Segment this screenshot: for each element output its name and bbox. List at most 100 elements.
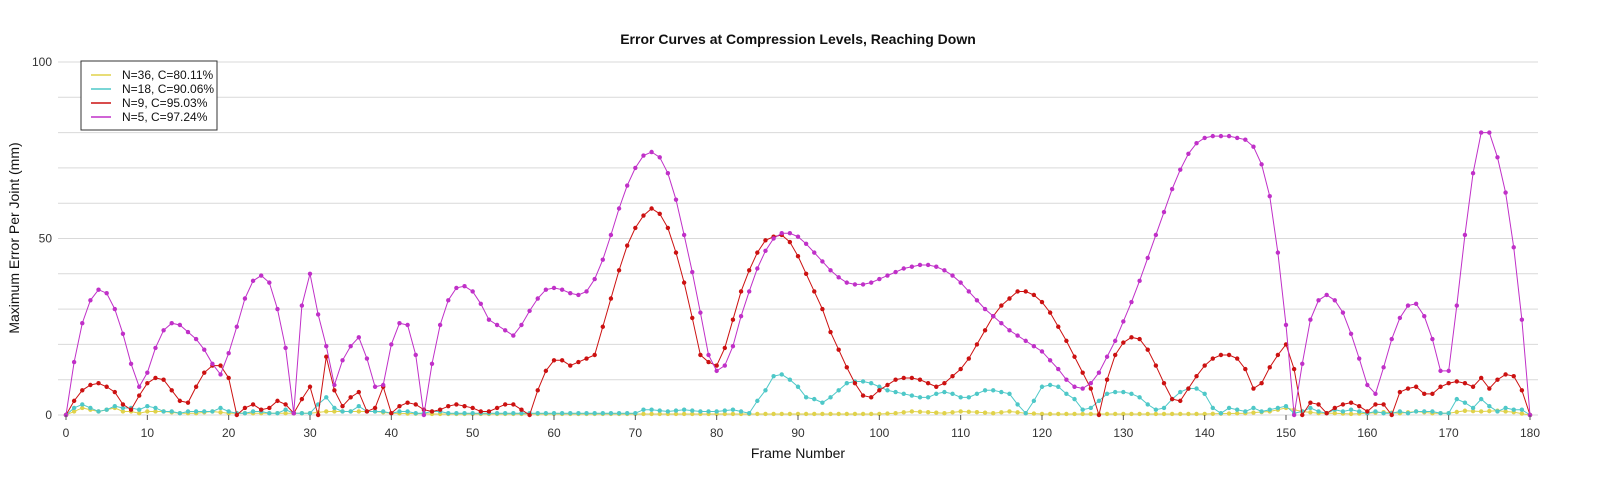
data-point: [283, 411, 288, 416]
data-point: [974, 391, 980, 397]
data-point: [974, 298, 980, 303]
data-point: [324, 343, 329, 349]
legend-label: N=18, C=90.06%: [122, 82, 214, 96]
data-point: [690, 408, 695, 413]
data-point: [1479, 375, 1484, 381]
data-point: [389, 342, 394, 347]
data-point: [137, 384, 142, 389]
data-point: [193, 384, 199, 389]
data-point: [177, 398, 183, 404]
data-point: [1104, 391, 1110, 397]
data-point: [1161, 411, 1167, 417]
data-point: [96, 381, 101, 386]
data-point: [771, 411, 776, 417]
data-point: [1308, 405, 1313, 411]
data-point: [1251, 386, 1256, 391]
data-point: [503, 411, 508, 416]
data-point: [795, 411, 801, 417]
data-point: [893, 269, 898, 275]
data-point: [202, 370, 207, 375]
data-point: [242, 411, 248, 416]
data-point: [592, 411, 597, 416]
data-point: [299, 396, 305, 402]
x-tick-label: 140: [1195, 426, 1215, 440]
data-point: [462, 411, 467, 416]
data-point: [1210, 405, 1216, 411]
data-point: [925, 262, 931, 268]
data-point: [1178, 411, 1183, 417]
data-point: [1023, 411, 1028, 416]
data-point: [1096, 412, 1102, 418]
data-point: [1096, 370, 1102, 375]
data-point: [1137, 278, 1142, 284]
data-point: [543, 287, 549, 292]
data-point: [1039, 349, 1045, 354]
data-point: [714, 409, 719, 414]
data-point: [1283, 403, 1289, 409]
data-point: [340, 409, 345, 414]
data-point: [1080, 386, 1085, 391]
data-point: [1161, 209, 1167, 215]
data-point: [1113, 352, 1118, 358]
data-point: [1129, 411, 1134, 417]
data-point: [771, 236, 776, 241]
data-point: [917, 395, 923, 400]
data-point: [1202, 411, 1207, 417]
data-point: [1137, 336, 1142, 342]
data-point: [1251, 144, 1256, 149]
data-point: [218, 410, 223, 415]
data-point: [877, 411, 882, 417]
data-point: [869, 381, 874, 386]
data-point: [665, 409, 671, 414]
data-point: [885, 411, 890, 416]
data-point: [803, 411, 809, 417]
data-point: [104, 384, 109, 389]
data-point: [657, 408, 662, 413]
data-point: [80, 405, 85, 411]
data-point: [787, 239, 793, 245]
data-point: [877, 388, 882, 393]
data-point: [982, 328, 988, 333]
data-point: [763, 388, 768, 393]
data-point: [421, 412, 427, 418]
data-point: [1413, 301, 1419, 307]
data-point: [1479, 409, 1484, 414]
data-point: [877, 384, 882, 389]
data-point: [795, 234, 801, 239]
data-point: [462, 283, 467, 289]
data-point: [1446, 381, 1451, 386]
data-point: [950, 273, 955, 278]
data-point: [836, 347, 841, 352]
data-point: [625, 183, 630, 188]
data-point: [1511, 373, 1516, 379]
data-point: [446, 411, 451, 416]
data-point: [812, 289, 817, 294]
data-point: [592, 352, 597, 358]
data-point: [982, 388, 988, 393]
data-point: [169, 388, 174, 393]
data-point: [177, 322, 183, 328]
data-point: [104, 407, 109, 412]
data-point: [397, 321, 402, 326]
data-point: [551, 411, 557, 416]
data-point: [494, 322, 500, 328]
series-line: [65, 207, 1531, 417]
data-point: [1462, 400, 1468, 405]
data-point: [1072, 396, 1077, 402]
data-point: [1202, 363, 1207, 368]
data-point: [869, 395, 874, 400]
data-point: [71, 409, 77, 414]
data-point: [1064, 338, 1069, 344]
data-point: [429, 361, 435, 367]
data-point: [1145, 255, 1150, 261]
data-point: [324, 354, 329, 359]
data-point: [1015, 289, 1020, 294]
data-point: [901, 410, 906, 415]
data-point: [1129, 299, 1134, 305]
data-point: [137, 407, 142, 412]
data-point: [1210, 411, 1216, 416]
data-point: [1487, 403, 1492, 409]
data-point: [1210, 133, 1216, 139]
data-point: [1023, 289, 1028, 294]
data-point: [1088, 386, 1094, 391]
